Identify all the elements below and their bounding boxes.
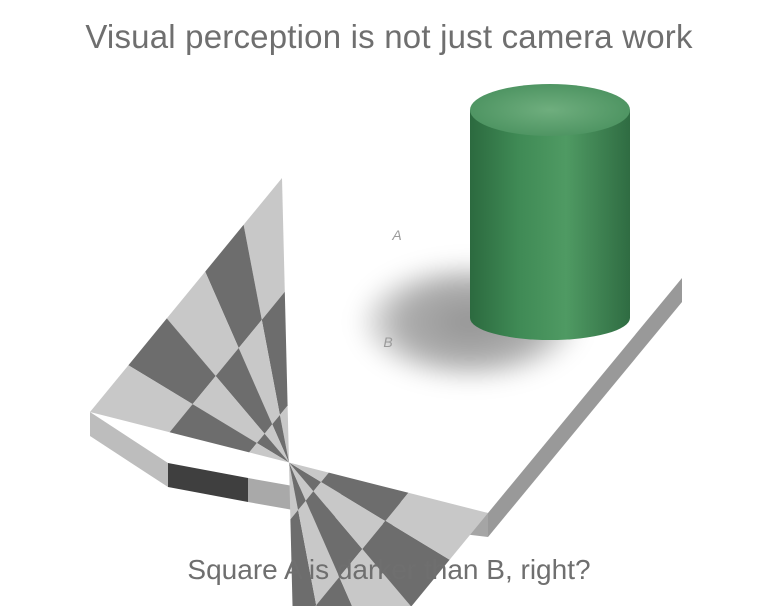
illusion-title: Visual perception is not just camera wor… xyxy=(85,18,693,55)
board-square xyxy=(169,404,257,453)
board-square xyxy=(339,549,411,606)
board-square xyxy=(205,224,262,348)
board-square xyxy=(238,319,280,425)
checkerboard xyxy=(90,178,488,606)
illusion-caption: Square A is darker than B, right? xyxy=(187,554,591,585)
square-a-label: A xyxy=(391,227,401,243)
board-square xyxy=(261,291,288,415)
square-b-label: B xyxy=(383,334,392,350)
board-square xyxy=(385,492,488,560)
board-square xyxy=(192,376,265,443)
board-square xyxy=(298,500,340,606)
board-square xyxy=(313,482,386,549)
board-square xyxy=(166,271,239,376)
board-square xyxy=(305,491,363,577)
green-cylinder xyxy=(470,84,630,340)
board-square xyxy=(128,318,216,405)
board-square xyxy=(215,348,273,434)
board-square xyxy=(243,178,285,320)
board-square xyxy=(321,472,409,521)
board-square xyxy=(290,510,317,606)
board-square xyxy=(90,365,193,433)
board-square xyxy=(316,577,353,606)
board-square xyxy=(362,520,450,606)
board-square xyxy=(249,443,329,482)
